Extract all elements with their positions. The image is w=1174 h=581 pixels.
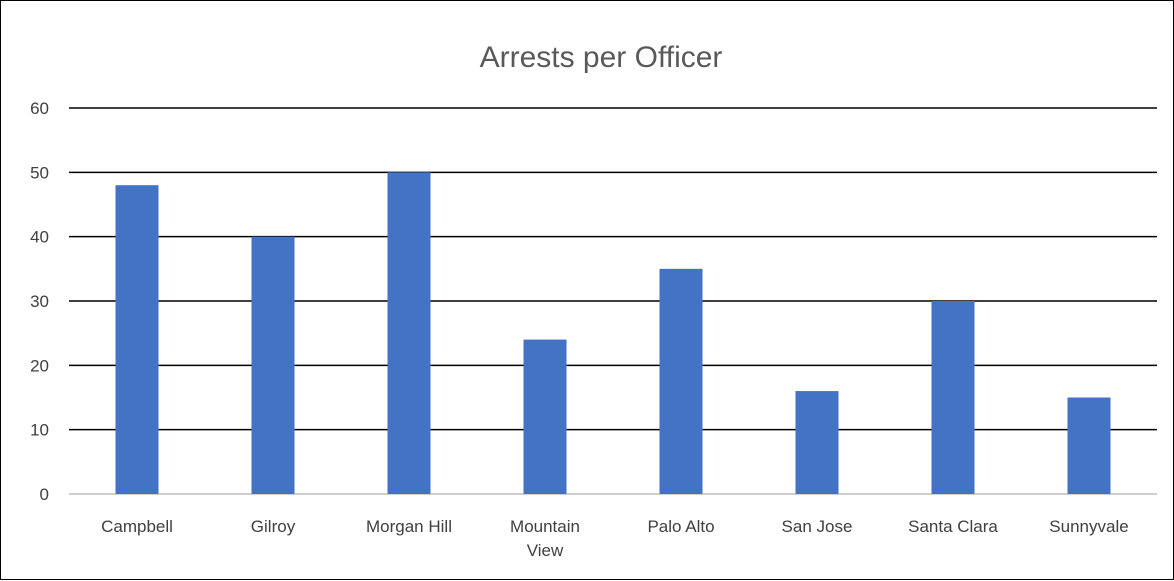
bar (1067, 397, 1111, 494)
bar (523, 339, 567, 494)
x-category-label-line: Sunnyvale (1049, 517, 1128, 536)
y-tick-label: 50 (30, 163, 49, 182)
x-category-label-line: Campbell (101, 517, 173, 536)
chart-title: Arrests per Officer (480, 41, 723, 74)
x-category-label: Sunnyvale (1049, 517, 1128, 536)
y-tick-label: 60 (30, 99, 49, 118)
x-category-label: Palo Alto (647, 517, 714, 536)
bar (659, 268, 703, 494)
x-category-label: San Jose (782, 517, 853, 536)
x-axis-categories: Campbell Gilroy Morgan Hill Mountain View Pal… (101, 517, 1129, 560)
x-category-label-line: Gilroy (251, 517, 296, 536)
x-category-label-line: View (527, 541, 564, 560)
bar (251, 236, 295, 494)
y-tick-label: 20 (30, 356, 49, 375)
bar (115, 185, 159, 494)
y-tick-label: 30 (30, 292, 49, 311)
x-category-label-line: Santa Clara (908, 517, 998, 536)
x-category-label-line: San Jose (782, 517, 853, 536)
y-tick-label: 40 (30, 228, 49, 247)
x-category-label-line: Mountain (510, 517, 580, 536)
bars (115, 172, 1111, 495)
x-category-label-line: Palo Alto (647, 517, 714, 536)
y-tick-label: 0 (40, 485, 49, 504)
x-category-label: Gilroy (251, 517, 296, 536)
bar (931, 301, 975, 494)
y-axis-ticks: 0 10 20 30 40 50 60 (30, 99, 49, 504)
x-category-label: Santa Clara (908, 517, 998, 536)
x-category-label: Morgan Hill (366, 517, 452, 536)
x-category-label-line: Morgan Hill (366, 517, 452, 536)
bar (795, 391, 839, 494)
x-category-label: Campbell (101, 517, 173, 536)
bar (387, 172, 431, 495)
y-tick-label: 10 (30, 421, 49, 440)
gridlines (69, 107, 1157, 495)
x-category-label: Mountain View (510, 517, 580, 560)
